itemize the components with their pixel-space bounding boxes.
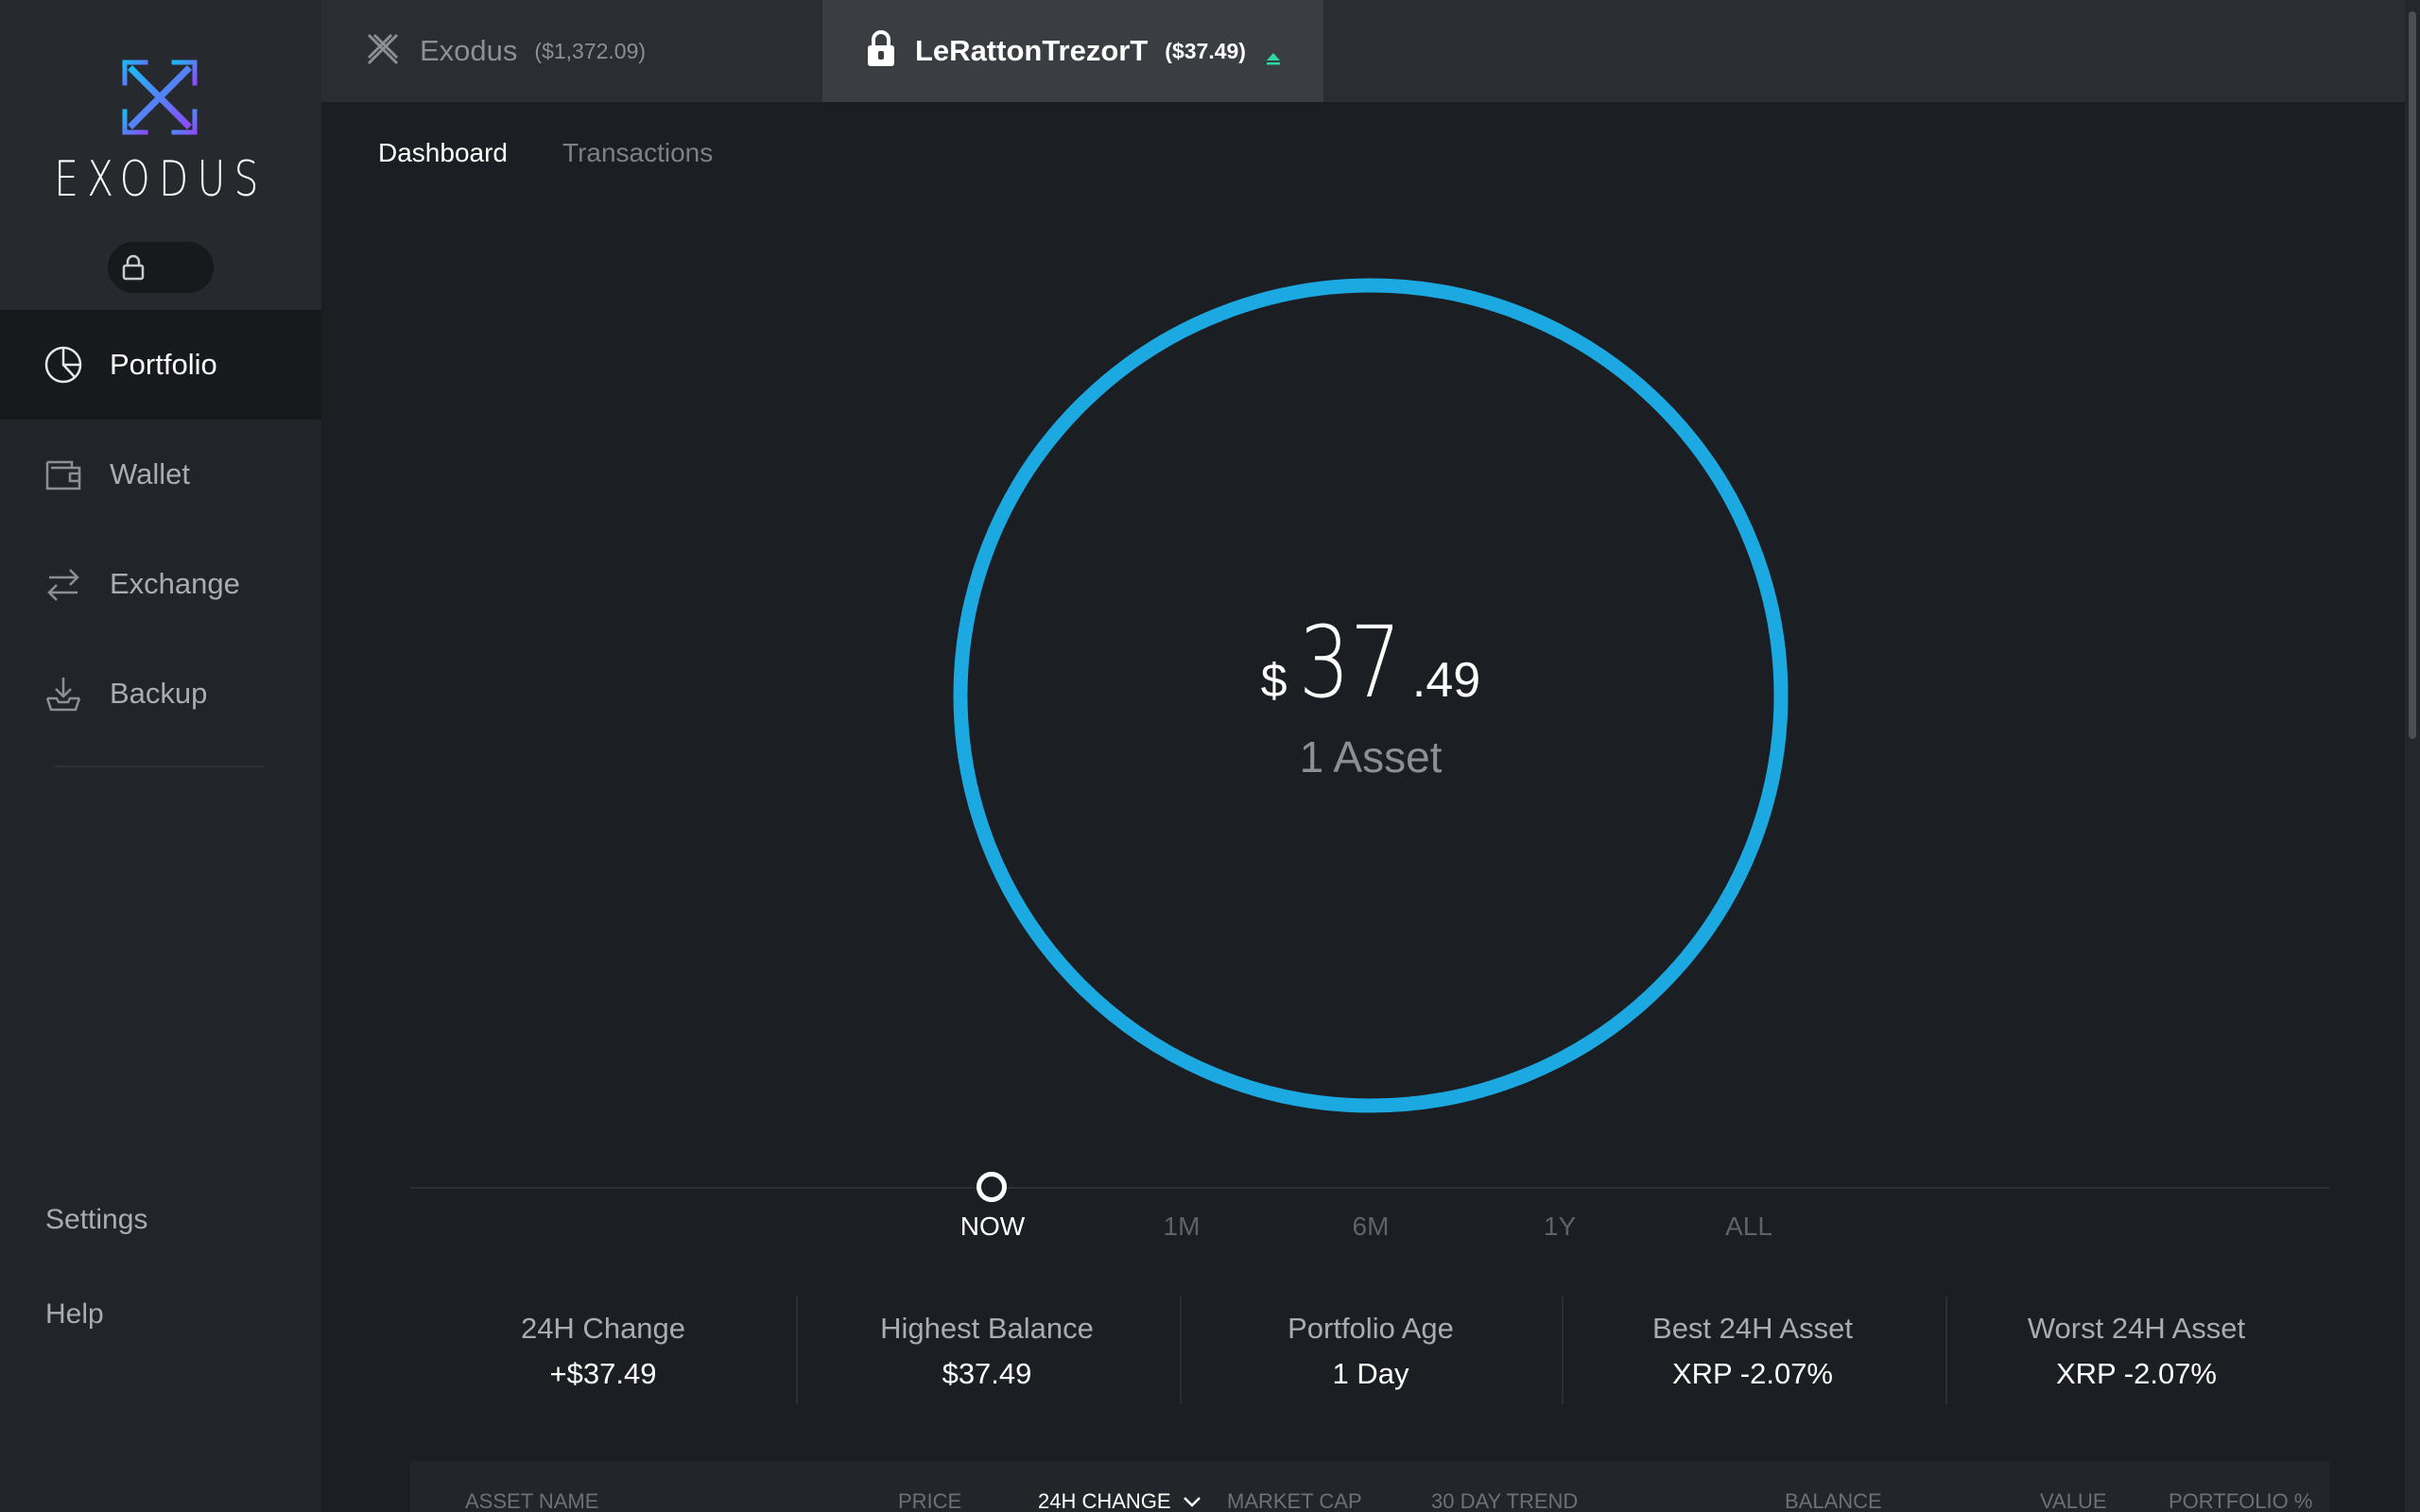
sidebar-item-wallet[interactable]: Wallet [0, 420, 321, 529]
logo-area: EXODUS [0, 0, 321, 310]
sidebar-item-portfolio[interactable]: Portfolio [0, 310, 321, 420]
sidebar-item-backup[interactable]: Backup [0, 639, 321, 748]
asset-count: 1 Asset [1299, 732, 1443, 782]
padlock-icon [866, 29, 896, 73]
stat-divider [1562, 1297, 1564, 1404]
range-now[interactable]: NOW [959, 1211, 1026, 1241]
stat-value: $37.49 [942, 1357, 1032, 1390]
column-label: 24H CHANGE [1038, 1489, 1171, 1512]
backup-download-icon [43, 674, 83, 713]
column-value[interactable]: VALUE [2040, 1489, 2107, 1512]
stat-value: XRP -2.07% [1671, 1357, 1833, 1390]
total-decimal: .49 [1411, 653, 1481, 708]
help-link[interactable]: Help [45, 1298, 104, 1330]
chevron-down-icon [1183, 1497, 1201, 1507]
range-1y[interactable]: 1Y [1543, 1211, 1577, 1241]
sidebar-divider [55, 765, 265, 767]
stat-label: 24H Change [520, 1312, 686, 1345]
stat-divider [1945, 1297, 1947, 1404]
wallet-tabs-bar: Exodus ($1,372.09) LeRattonTrezorT ($37.… [321, 0, 2420, 102]
stat-24h-change: 24H Change +$37.49 [412, 1312, 794, 1391]
brand-wordmark: EXODUS [54, 151, 268, 208]
stat-value: XRP -2.07% [2055, 1357, 2217, 1390]
scrollbar-thumb[interactable] [2409, 11, 2416, 739]
sidebar-item-exchange[interactable]: Exchange [0, 529, 321, 639]
tab-dashboard[interactable]: Dashboard [378, 138, 508, 167]
column-price[interactable]: PRICE [898, 1489, 962, 1512]
currency-symbol: $ [1260, 654, 1288, 707]
wallet-name: LeRattonTrezorT [915, 34, 1149, 67]
wallet-tab-exodus[interactable]: Exodus ($1,372.09) [321, 0, 822, 102]
sidebar-item-label: Wallet [110, 457, 190, 490]
portfolio-total: $37.49 [953, 605, 1789, 720]
stat-divider [796, 1297, 798, 1404]
column-24h-change[interactable]: 24H CHANGE [1038, 1489, 1201, 1512]
timeline-track [410, 1187, 2329, 1189]
lock-icon [113, 248, 153, 287]
column-portfolio-percent[interactable]: PORTFOLIO % [2169, 1489, 2313, 1512]
range-6m[interactable]: 6M [1352, 1211, 1390, 1241]
wallet-icon [43, 455, 83, 494]
column-30-day-trend[interactable]: 30 DAY TREND [1431, 1489, 1579, 1512]
stat-portfolio-age: Portfolio Age 1 Day [1180, 1312, 1562, 1391]
exodus-logo-icon [122, 60, 198, 135]
stat-best-asset: Best 24H Asset XRP -2.07% [1562, 1312, 1944, 1391]
portfolio-ring-chart [953, 278, 1789, 1113]
range-1m[interactable]: 1M [1163, 1211, 1201, 1241]
stat-divider [1180, 1297, 1182, 1404]
sidebar-item-label: Portfolio [110, 348, 217, 381]
stat-highest-balance: Highest Balance $37.49 [796, 1312, 1178, 1391]
column-asset-name[interactable]: ASSET NAME [465, 1489, 599, 1512]
wallet-value: ($1,372.09) [534, 38, 647, 63]
stat-worst-asset: Worst 24H Asset XRP -2.07% [1945, 1312, 2327, 1391]
stat-value: 1 Day [1332, 1357, 1409, 1390]
sidebar-item-label: Exchange [110, 567, 240, 600]
total-integer: 37 [1298, 605, 1402, 720]
lock-toggle[interactable] [108, 242, 214, 293]
tab-transactions[interactable]: Transactions [562, 138, 714, 167]
settings-link[interactable]: Settings [45, 1204, 148, 1235]
stat-label: Portfolio Age [1288, 1312, 1454, 1345]
asset-table-header: ASSET NAME PRICE 24H CHANGE MARKET CAP 3… [410, 1461, 2329, 1512]
stat-value: +$37.49 [549, 1357, 657, 1390]
scrollbar[interactable] [2405, 0, 2420, 1512]
stat-label: Best 24H Asset [1652, 1312, 1853, 1345]
column-balance[interactable]: BALANCE [1785, 1489, 1882, 1512]
column-market-cap[interactable]: MARKET CAP [1227, 1489, 1362, 1512]
exchange-arrows-icon [43, 564, 83, 604]
stat-label: Worst 24H Asset [2027, 1312, 2246, 1345]
sidebar-item-label: Backup [110, 677, 208, 710]
timeline-marker[interactable] [977, 1172, 1007, 1202]
wallet-tab-trezor[interactable]: LeRattonTrezorT ($37.49) [822, 0, 1323, 102]
wallet-name: Exodus [420, 34, 518, 67]
stat-label: Highest Balance [880, 1312, 1094, 1345]
sidebar: EXODUS Portfolio Wall [0, 0, 321, 1512]
exodus-x-icon [365, 31, 401, 72]
wallet-value: ($37.49) [1165, 38, 1246, 63]
range-all[interactable]: ALL [1725, 1211, 1772, 1241]
pie-chart-icon [43, 345, 83, 385]
